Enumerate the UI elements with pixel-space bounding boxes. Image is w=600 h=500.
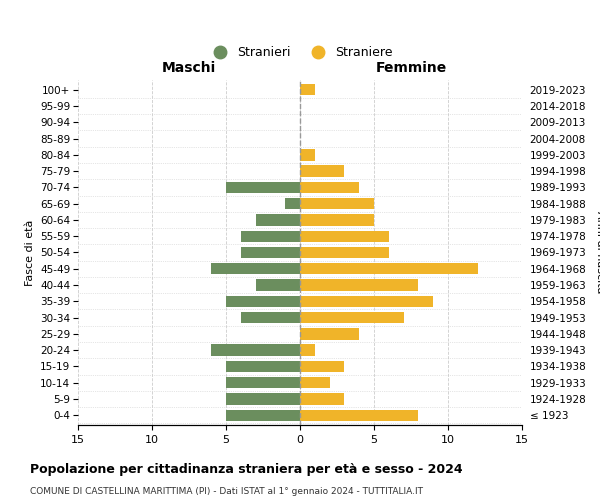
Bar xyxy=(300,230,389,242)
Y-axis label: Anni di nascita: Anni di nascita xyxy=(595,211,600,294)
Legend: Stranieri, Straniere: Stranieri, Straniere xyxy=(202,42,398,64)
Bar xyxy=(300,214,374,226)
Bar xyxy=(211,263,300,274)
Bar xyxy=(300,328,359,340)
Bar xyxy=(256,214,300,226)
Bar xyxy=(300,198,374,209)
Bar xyxy=(226,182,300,193)
Bar xyxy=(300,166,344,177)
Bar xyxy=(226,394,300,404)
Bar xyxy=(300,280,418,290)
Bar xyxy=(300,263,478,274)
Bar xyxy=(226,410,300,421)
Bar xyxy=(226,360,300,372)
Text: Femmine: Femmine xyxy=(376,61,446,75)
Text: COMUNE DI CASTELLINA MARITTIMA (PI) - Dati ISTAT al 1° gennaio 2024 - TUTTITALIA: COMUNE DI CASTELLINA MARITTIMA (PI) - Da… xyxy=(30,488,423,496)
Bar xyxy=(256,280,300,290)
Bar xyxy=(211,344,300,356)
Bar xyxy=(300,410,418,421)
Text: Popolazione per cittadinanza straniera per età e sesso - 2024: Popolazione per cittadinanza straniera p… xyxy=(30,462,463,475)
Bar xyxy=(300,360,344,372)
Bar xyxy=(300,394,344,404)
Bar xyxy=(226,377,300,388)
Text: Maschi: Maschi xyxy=(162,61,216,75)
Bar xyxy=(241,230,300,242)
Bar xyxy=(300,84,315,96)
Bar xyxy=(300,312,404,324)
Bar xyxy=(241,312,300,324)
Bar xyxy=(300,182,359,193)
Bar xyxy=(300,149,315,160)
Bar xyxy=(300,377,329,388)
Bar xyxy=(300,344,315,356)
Bar xyxy=(300,296,433,307)
Bar xyxy=(300,247,389,258)
Bar xyxy=(241,247,300,258)
Y-axis label: Fasce di età: Fasce di età xyxy=(25,220,35,286)
Bar xyxy=(285,198,300,209)
Bar xyxy=(226,296,300,307)
